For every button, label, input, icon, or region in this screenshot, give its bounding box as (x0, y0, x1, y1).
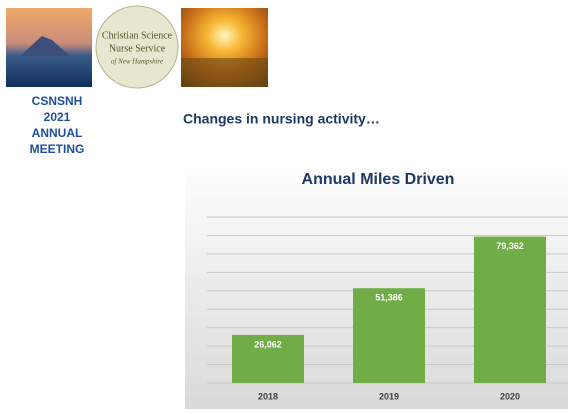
logo-line: Christian Science (102, 30, 173, 41)
logo-line: of New Hampshire (111, 58, 163, 66)
x-tick-label: 2018 (258, 391, 278, 401)
logo-line: Nurse Service (109, 43, 166, 54)
event-line: 2021 (44, 110, 71, 124)
event-line: CSNSNH (32, 94, 83, 108)
slide-heading: Changes in nursing activity… (183, 111, 380, 127)
event-line: ANNUAL (32, 126, 83, 140)
bar (474, 237, 546, 383)
x-tick-label: 2020 (500, 391, 520, 401)
x-tick-label: 2019 (379, 391, 399, 401)
value-label: 26,062 (254, 339, 282, 349)
chart-title: Annual Miles Driven (302, 171, 455, 188)
event-line: MEETING (30, 142, 85, 156)
value-label: 51,386 (375, 293, 403, 303)
slide: Annual Miles Driven Changes in nursing a… (0, 0, 568, 409)
field (181, 58, 268, 87)
value-label: 79,362 (496, 241, 524, 251)
